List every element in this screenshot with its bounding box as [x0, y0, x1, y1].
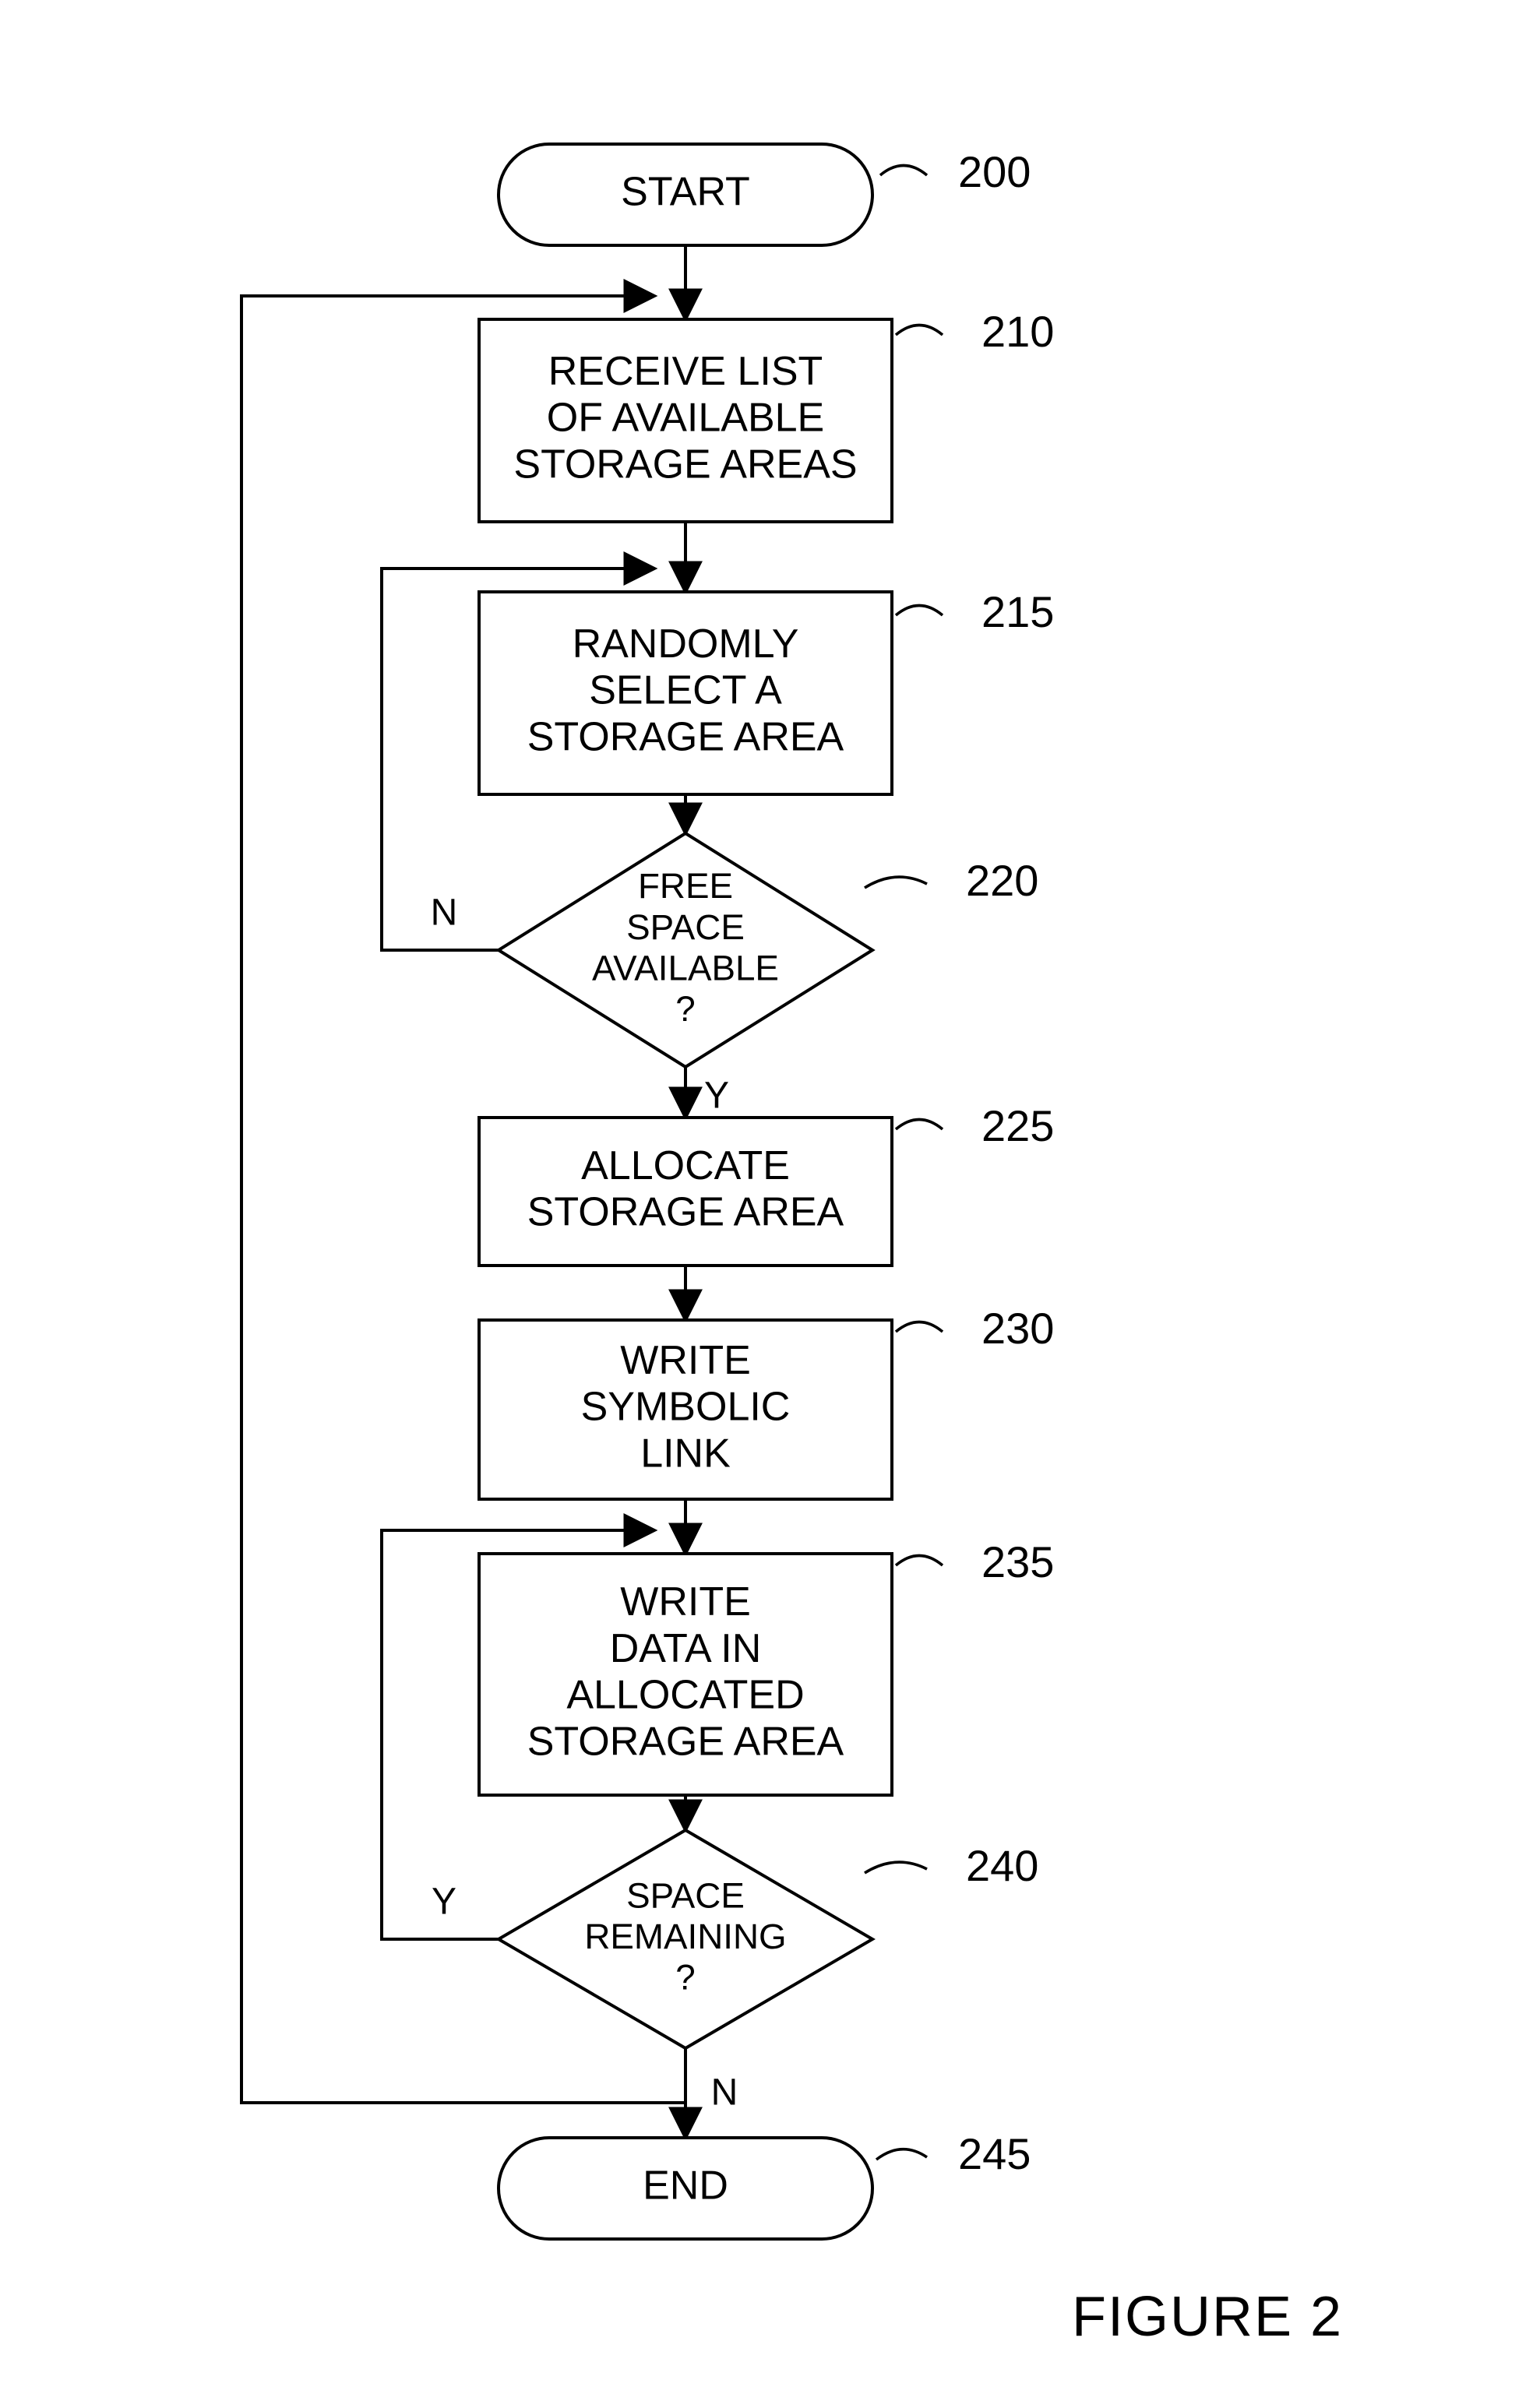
- svg-text:N: N: [711, 2072, 738, 2114]
- svg-text:SPACE: SPACE: [626, 1875, 745, 1915]
- ref-receive: 210: [981, 307, 1054, 356]
- flowchart-canvas: YNNYSTART200RECEIVE LISTOF AVAILABLESTOR…: [0, 0, 1540, 2408]
- svg-text:WRITE: WRITE: [620, 1338, 751, 1383]
- svg-text:END: END: [643, 2163, 728, 2209]
- node-allocate: ALLOCATESTORAGE AREA 225: [479, 1101, 1054, 1266]
- node-freespace: FREESPACEAVAILABLE? 220: [499, 833, 1038, 1067]
- ref-writedata: 235: [981, 1537, 1054, 1586]
- svg-text:Y: Y: [704, 1076, 729, 1117]
- svg-text:ALLOCATED: ALLOCATED: [566, 1673, 804, 1718]
- svg-text:SYMBOLIC: SYMBOLIC: [581, 1385, 791, 1430]
- ref-start: 200: [958, 147, 1031, 196]
- node-symlink: WRITESYMBOLICLINK 230: [479, 1304, 1054, 1499]
- svg-text:?: ?: [675, 1958, 695, 1998]
- svg-text:RECEIVE LIST: RECEIVE LIST: [548, 349, 823, 394]
- svg-text:DATA IN: DATA IN: [610, 1626, 762, 1671]
- svg-text:STORAGE AREA: STORAGE AREA: [527, 1719, 844, 1764]
- ref-symlink: 230: [981, 1304, 1054, 1353]
- ref-select: 215: [981, 587, 1054, 636]
- svg-text:RANDOMLY: RANDOMLY: [573, 621, 799, 667]
- node-select: RANDOMLYSELECT ASTORAGE AREA 215: [479, 587, 1054, 794]
- svg-text:SELECT A: SELECT A: [589, 668, 782, 713]
- svg-text:N: N: [431, 892, 458, 934]
- ref-spaceremain: 240: [966, 1841, 1038, 1890]
- svg-text:OF AVAILABLE: OF AVAILABLE: [547, 396, 824, 441]
- svg-text:ALLOCATE: ALLOCATE: [581, 1143, 790, 1188]
- svg-text:Y: Y: [432, 1882, 456, 1923]
- svg-text:WRITE: WRITE: [620, 1579, 751, 1625]
- svg-text:FREE: FREE: [638, 866, 733, 906]
- figure-label: FIGURE 2: [1072, 2286, 1343, 2348]
- node-spaceremain: SPACEREMAINING? 240: [499, 1830, 1038, 2048]
- node-start: START 200: [499, 144, 1031, 245]
- ref-end: 245: [958, 2129, 1031, 2178]
- ref-allocate: 225: [981, 1101, 1054, 1150]
- svg-text:STORAGE AREA: STORAGE AREA: [527, 1190, 844, 1235]
- svg-text:STORAGE AREA: STORAGE AREA: [527, 715, 844, 760]
- ref-freespace: 220: [966, 856, 1038, 905]
- svg-text:STORAGE AREAS: STORAGE AREAS: [513, 442, 857, 488]
- svg-text:REMAINING: REMAINING: [584, 1917, 786, 1956]
- svg-text:START: START: [621, 170, 750, 215]
- svg-text:AVAILABLE: AVAILABLE: [592, 948, 779, 987]
- node-writedata: WRITEDATA INALLOCATEDSTORAGE AREA 235: [479, 1537, 1054, 1795]
- svg-text:LINK: LINK: [640, 1431, 731, 1477]
- svg-text:SPACE: SPACE: [626, 907, 745, 947]
- node-end: END 245: [499, 2129, 1031, 2239]
- svg-text:?: ?: [675, 989, 695, 1029]
- node-receive: RECEIVE LISTOF AVAILABLESTORAGE AREAS 210: [479, 307, 1054, 522]
